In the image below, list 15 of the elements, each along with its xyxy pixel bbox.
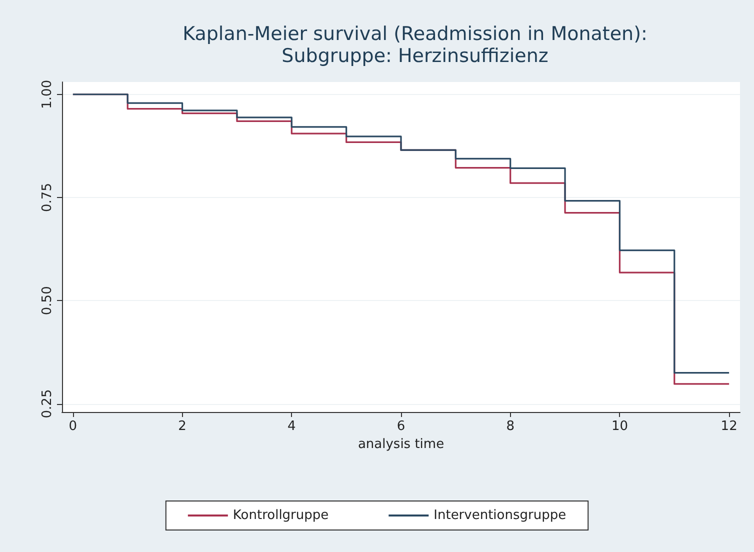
y-tick-label: 1.00 [40,80,55,109]
x-tick-label: 6 [396,419,406,434]
x-tick-label: 4 [288,419,296,434]
chart-title: Kaplan-Meier survival (Readmission in Monaten): Subgruppe: Herzinsuffizienz [182,23,648,67]
x-tick-label: 8 [506,419,514,434]
legend-label: Interventionsgruppe [434,508,566,523]
x-tick-label: 2 [178,419,186,434]
y-tick-label: 0.75 [40,183,55,212]
x-tick-label: 12 [720,419,738,434]
x-axis-title: analysis time [358,436,444,452]
legend-label: Kontrollgruppe [232,508,329,523]
y-tick-label: 0.25 [40,389,55,418]
x-tick-label: 0 [68,419,78,434]
x-tick-label: 10 [611,419,628,434]
y-tick-label: 0.50 [40,286,55,316]
